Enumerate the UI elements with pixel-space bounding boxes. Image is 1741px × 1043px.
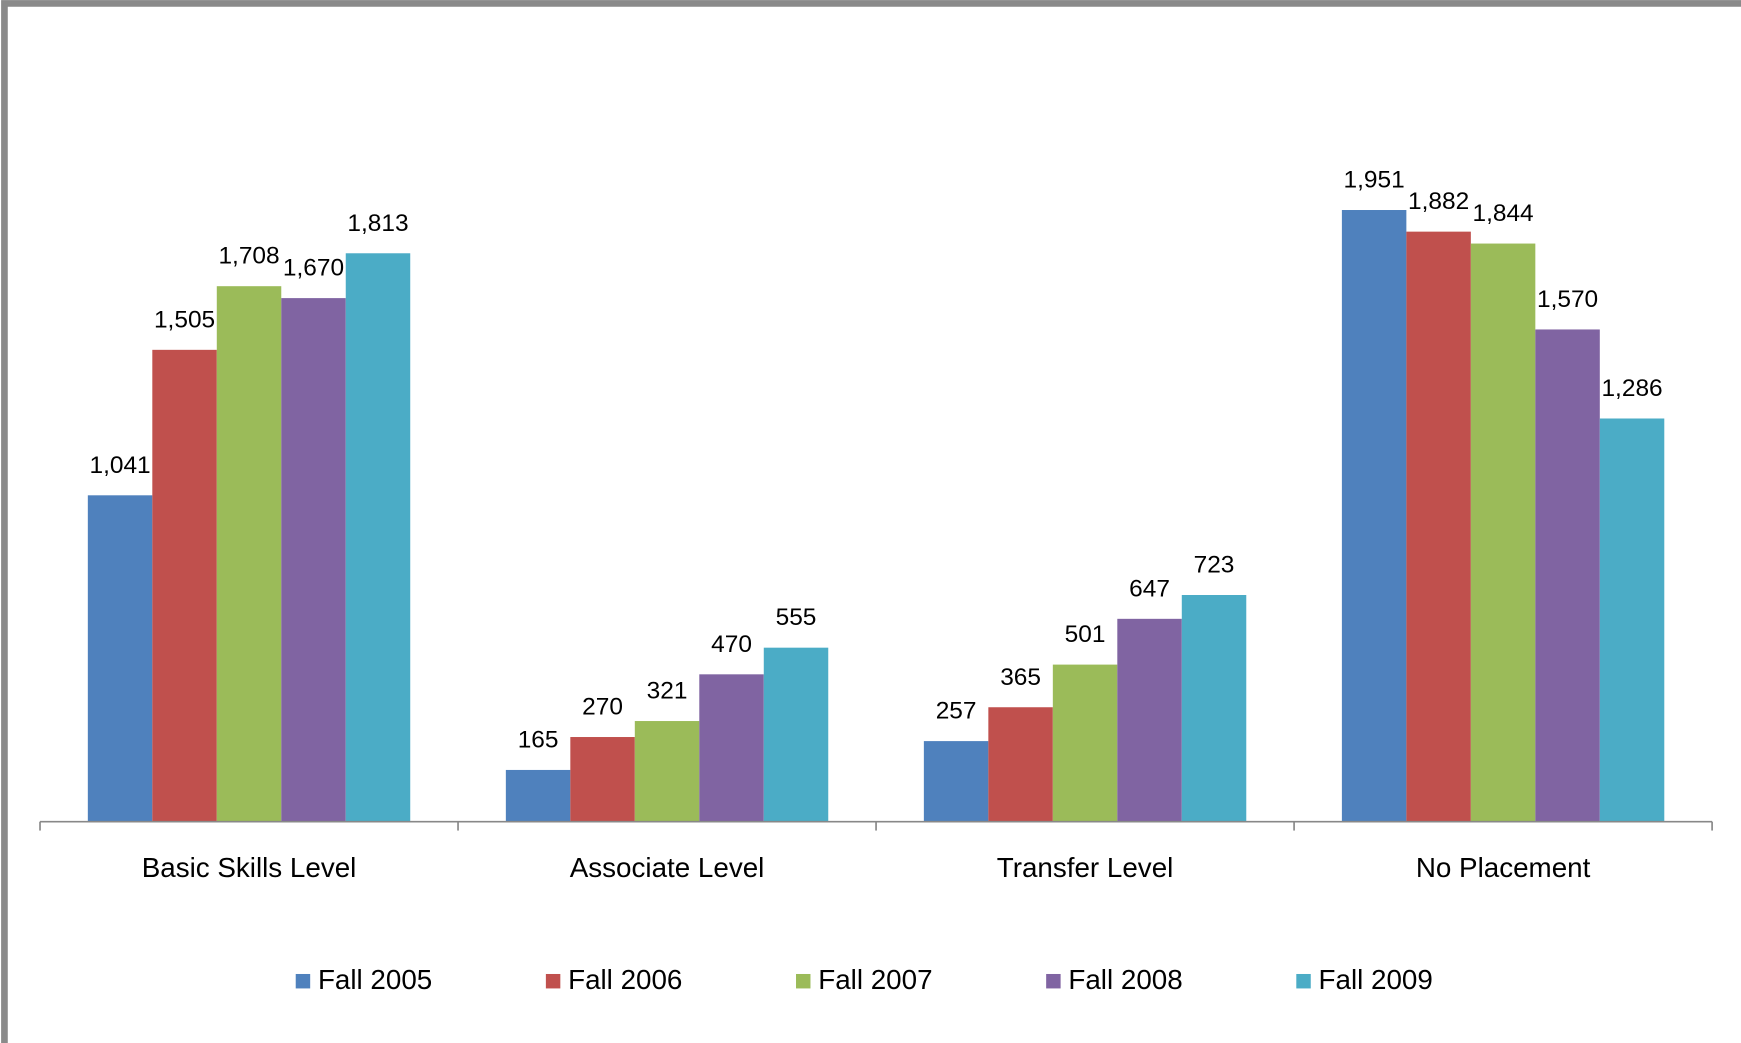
legend-label: Fall 2007 bbox=[818, 964, 932, 995]
x-tick-label: Associate Level bbox=[570, 852, 765, 883]
data-label: 1,844 bbox=[1473, 200, 1534, 227]
data-label: 257 bbox=[936, 698, 977, 725]
data-label: 555 bbox=[776, 604, 817, 631]
bar bbox=[281, 298, 346, 822]
data-label: 365 bbox=[1000, 664, 1041, 691]
x-tick-label: No Placement bbox=[1416, 852, 1591, 883]
bar bbox=[505, 769, 571, 822]
bar bbox=[763, 647, 829, 822]
bar bbox=[87, 495, 153, 822]
bar bbox=[152, 349, 217, 822]
data-label: 1,708 bbox=[218, 243, 279, 270]
legend-label: Fall 2005 bbox=[318, 964, 432, 995]
x-tick-label: Basic Skills Level bbox=[142, 852, 357, 883]
legend-swatch bbox=[295, 973, 311, 989]
legend-swatch bbox=[1046, 973, 1061, 989]
data-label: 270 bbox=[582, 694, 623, 721]
bar bbox=[988, 707, 1053, 822]
bar bbox=[345, 253, 411, 822]
data-label: 1,882 bbox=[1408, 188, 1469, 215]
data-label: 501 bbox=[1065, 621, 1106, 648]
bar bbox=[216, 286, 282, 822]
data-label: 165 bbox=[518, 726, 559, 753]
bar bbox=[1181, 595, 1247, 822]
bar bbox=[699, 674, 764, 822]
bar bbox=[1117, 618, 1182, 822]
data-label: 321 bbox=[647, 678, 688, 705]
bar bbox=[570, 737, 635, 822]
bar bbox=[1341, 210, 1407, 822]
legend-swatch bbox=[796, 973, 811, 989]
data-label: 1,670 bbox=[283, 255, 344, 282]
data-label: 1,951 bbox=[1344, 167, 1405, 194]
legend-swatch bbox=[545, 973, 561, 989]
legend-label: Fall 2009 bbox=[1319, 964, 1433, 995]
data-label: 1,570 bbox=[1537, 286, 1598, 313]
bar bbox=[1470, 243, 1536, 822]
x-tick-label: Transfer Level bbox=[997, 852, 1174, 883]
data-label: 470 bbox=[711, 631, 752, 658]
data-label: 647 bbox=[1129, 575, 1170, 602]
bar bbox=[634, 721, 700, 822]
bar bbox=[1052, 664, 1118, 822]
bar bbox=[923, 741, 989, 822]
bar bbox=[1599, 418, 1665, 822]
data-label: 1,041 bbox=[89, 452, 150, 479]
data-label: 1,505 bbox=[154, 306, 215, 333]
data-label: 723 bbox=[1194, 552, 1235, 579]
legend-label: Fall 2008 bbox=[1068, 964, 1182, 995]
legend-label: Fall 2006 bbox=[568, 964, 682, 995]
bar bbox=[1406, 231, 1471, 822]
data-label: 1,813 bbox=[347, 210, 408, 237]
bar bbox=[1535, 329, 1600, 822]
legend-swatch bbox=[1296, 973, 1311, 989]
data-label: 1,286 bbox=[1601, 375, 1662, 402]
